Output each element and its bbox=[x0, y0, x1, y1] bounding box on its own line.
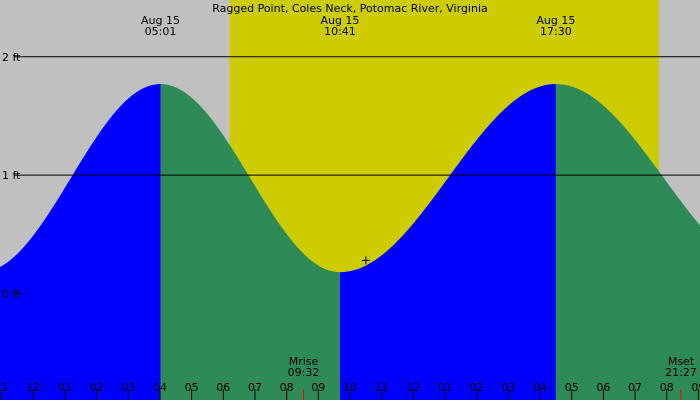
x-tick-label: 05 bbox=[185, 381, 199, 394]
tide-date-label: Aug 15 bbox=[141, 14, 180, 27]
tide-date-label: Aug 15 bbox=[536, 14, 575, 27]
x-tick-label: 03 bbox=[501, 381, 515, 394]
x-tick-label: 06 bbox=[596, 381, 610, 394]
x-tick-label: 12 bbox=[406, 381, 420, 394]
rising-tide-segment bbox=[339, 84, 556, 400]
x-tick-label: 02 bbox=[470, 381, 484, 394]
x-tick-label: 02 bbox=[90, 381, 104, 394]
moon-event-time: 09:32 bbox=[288, 366, 320, 379]
moon-event-name: Mrise bbox=[289, 355, 319, 368]
x-tick-label: 04 bbox=[153, 381, 167, 394]
x-tick-label: 10 bbox=[343, 381, 357, 394]
x-tick-label: 04 bbox=[533, 381, 547, 394]
x-tick-label: 05 bbox=[565, 381, 579, 394]
x-tick-label: 11 bbox=[375, 381, 389, 394]
falling-tide-segment bbox=[555, 84, 700, 400]
moon-event-time: 21:27 bbox=[665, 366, 697, 379]
tide-time-label: 10:41 bbox=[324, 25, 356, 38]
tide-time-label: 05:01 bbox=[145, 25, 177, 38]
moon-event-name: Mset bbox=[668, 355, 695, 368]
x-tick-label: 03 bbox=[121, 381, 135, 394]
current-time-marker bbox=[361, 256, 370, 265]
x-tick-label: 07 bbox=[248, 381, 262, 394]
falling-tide-segment bbox=[160, 84, 340, 400]
x-tick-label: 11 bbox=[0, 381, 9, 394]
rising-tide-segment bbox=[0, 84, 161, 400]
tide-date-label: Aug 15 bbox=[320, 14, 359, 27]
x-tick-label: 08 bbox=[280, 381, 294, 394]
x-tick-label: 09 bbox=[311, 381, 325, 394]
x-tick-label: 06 bbox=[216, 381, 230, 394]
y-tick-label: 2 ft bbox=[2, 51, 21, 64]
gridlines: 2 ft 1 ft 0 ft bbox=[2, 51, 700, 300]
x-tick-label: 07 bbox=[628, 381, 642, 394]
x-tick-label: 01 bbox=[58, 381, 72, 394]
x-tick-label: 12 bbox=[26, 381, 40, 394]
tide-time-label: 17:30 bbox=[540, 25, 572, 38]
x-tick-label: 09 bbox=[691, 381, 700, 394]
x-tick-label: 01 bbox=[438, 381, 452, 394]
x-tick-label: 08 bbox=[660, 381, 674, 394]
y-tick-label: 1 ft bbox=[2, 169, 21, 182]
y-tick-label: 0 ft bbox=[2, 287, 21, 300]
tide-curve bbox=[0, 84, 700, 400]
x-axis: 11 12 01 02 03 04 05 06 07 08 09 10 11 12 01 02 03 04 05 06… bbox=[0, 381, 700, 400]
chart-title: Ragged Point, Coles Neck, Potomac River,… bbox=[212, 2, 488, 15]
